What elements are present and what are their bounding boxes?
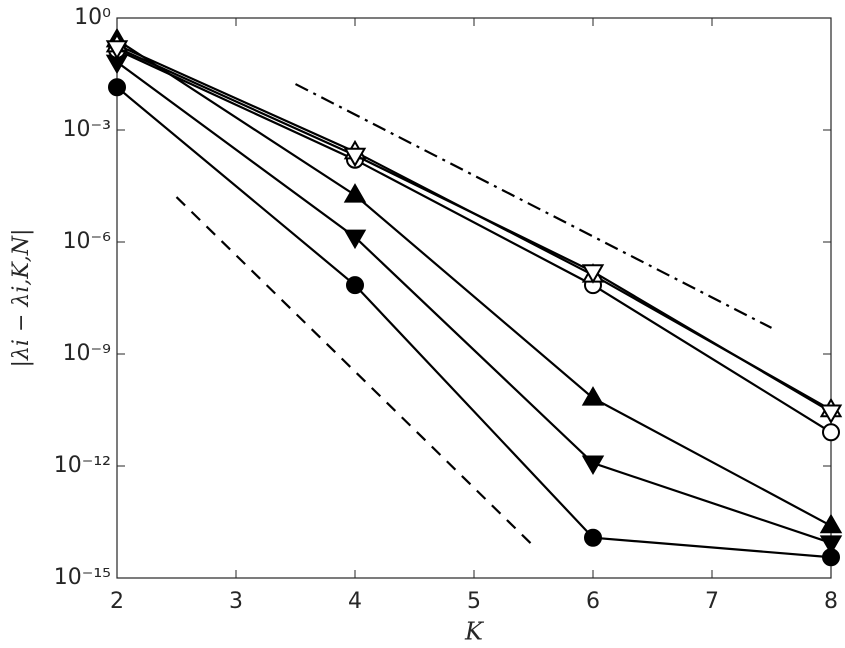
x-tick-label: 2 bbox=[110, 589, 124, 614]
series-line bbox=[116, 86, 832, 559]
marker bbox=[343, 183, 367, 203]
marker bbox=[822, 423, 840, 442]
x-axis-label: K bbox=[464, 618, 485, 646]
marker bbox=[105, 40, 129, 60]
x-tick-label: 5 bbox=[467, 589, 481, 614]
y-tick-label: 10⁻⁹ bbox=[63, 341, 111, 366]
marker bbox=[819, 404, 843, 424]
x-tick-label: 3 bbox=[229, 589, 243, 614]
marker bbox=[343, 229, 367, 250]
marker bbox=[581, 264, 605, 284]
marker bbox=[584, 528, 602, 547]
y-axis-label: |λi − λi,K,N| bbox=[9, 229, 34, 368]
x-tick-label: 8 bbox=[824, 589, 838, 614]
marker bbox=[581, 386, 605, 406]
series-line bbox=[116, 46, 832, 413]
x-tick-label: 6 bbox=[586, 589, 600, 614]
x-tick-label: 4 bbox=[348, 589, 362, 614]
marker bbox=[108, 78, 126, 97]
series-line bbox=[294, 83, 773, 329]
y-tick-label: 10⁻⁶ bbox=[63, 229, 112, 254]
y-tick-label: 10⁻³ bbox=[63, 117, 111, 142]
x-tick-label: 7 bbox=[705, 589, 719, 614]
y-tick-label: 10⁻¹² bbox=[54, 453, 111, 478]
series-line bbox=[116, 48, 832, 434]
series-line bbox=[116, 38, 832, 527]
y-tick-label: 10⁰ bbox=[74, 5, 111, 30]
y-tick-label: 10⁻¹⁵ bbox=[54, 565, 111, 590]
marker bbox=[819, 535, 843, 555]
marker bbox=[346, 276, 364, 295]
series-line bbox=[116, 61, 832, 544]
marker bbox=[581, 455, 605, 476]
marker bbox=[343, 147, 367, 168]
marker bbox=[819, 513, 843, 534]
